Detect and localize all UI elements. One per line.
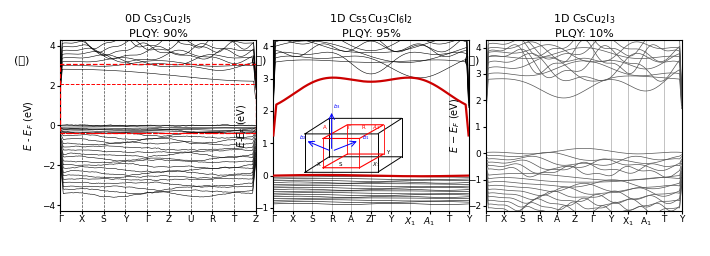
Title: 0D Cs$_3$Cu$_2$I$_5$
PLQY: 90%: 0D Cs$_3$Cu$_2$I$_5$ PLQY: 90% (124, 12, 192, 39)
Text: (イ): (イ) (251, 55, 266, 65)
Title: 1D Cs$_5$Cu$_3$Cl$_6$I$_2$
PLQY: 95%: 1D Cs$_5$Cu$_3$Cl$_6$I$_2$ PLQY: 95% (329, 12, 413, 39)
Text: (ア): (ア) (14, 55, 30, 65)
Bar (60, 63, 256, 133)
Y-axis label: $E$ − $E_F$ (eV): $E$ − $E_F$ (eV) (449, 98, 462, 153)
Text: (ウ): (ウ) (464, 55, 479, 65)
Title: 1D CsCu$_2$I$_3$
PLQY: 10%: 1D CsCu$_2$I$_3$ PLQY: 10% (552, 12, 616, 39)
Y-axis label: $E$-$E_F$ (eV): $E$-$E_F$ (eV) (236, 103, 249, 148)
Y-axis label: $E$ - $E_F$ (eV): $E$ - $E_F$ (eV) (23, 100, 36, 151)
